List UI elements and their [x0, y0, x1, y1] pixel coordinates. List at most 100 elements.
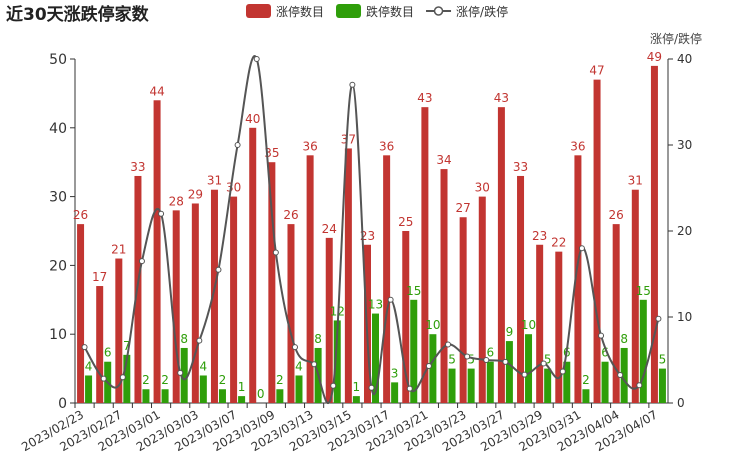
bar	[276, 389, 284, 403]
bar	[601, 361, 609, 403]
bar-value-label: 7	[123, 339, 131, 353]
bar-value-label: 26	[73, 208, 88, 222]
bar	[325, 237, 333, 403]
bar	[96, 286, 104, 403]
ratio-point	[100, 375, 107, 382]
bar	[544, 368, 552, 403]
bar	[172, 210, 180, 403]
bar	[593, 79, 601, 403]
bar	[161, 389, 169, 403]
bar	[448, 368, 456, 403]
bar	[372, 313, 379, 403]
bar	[582, 389, 590, 403]
bar	[620, 347, 628, 403]
bar	[650, 65, 658, 403]
ratio-point	[253, 56, 260, 62]
bar	[230, 196, 238, 403]
ratio-point	[445, 341, 452, 348]
legend-label: 涨停/跌停	[456, 4, 508, 19]
bar-value-label: 13	[368, 298, 383, 312]
bar-value-label: 2	[219, 373, 227, 387]
bar-value-label: 36	[379, 139, 394, 153]
bar	[612, 224, 620, 403]
y2-tick-label: 30	[677, 138, 692, 152]
y-tick-label: 40	[49, 121, 67, 137]
bar-value-label: 28	[169, 194, 184, 208]
bar	[440, 169, 448, 403]
legend-marker	[433, 6, 444, 16]
ratio-point	[655, 315, 662, 322]
bar	[486, 361, 494, 403]
bar-value-label: 33	[130, 160, 145, 174]
bar-value-label: 17	[92, 270, 107, 284]
bar-value-label: 8	[314, 332, 322, 346]
bar	[421, 107, 429, 403]
bar-value-label: 21	[111, 243, 126, 257]
bar-value-label: 2	[276, 373, 284, 387]
ratio-point	[330, 382, 337, 389]
bar-value-label: 24	[322, 222, 337, 236]
ratio-point	[464, 353, 471, 360]
bar-value-label: 25	[398, 215, 413, 229]
y-tick-label: 20	[49, 258, 67, 274]
bar-value-label: 9	[506, 325, 514, 339]
ratio-point	[502, 358, 509, 365]
bar	[123, 354, 131, 403]
ratio-point	[158, 210, 165, 217]
bar	[517, 175, 525, 403]
bar-value-label: 44	[149, 84, 164, 98]
bar-value-label: 2	[161, 373, 169, 387]
ratio-point	[119, 374, 126, 381]
ratio-point	[483, 357, 490, 363]
ratio-point	[617, 372, 624, 379]
bar	[429, 334, 437, 403]
bar	[153, 100, 161, 403]
bar-value-label: 8	[620, 332, 628, 346]
bar-value-label: 5	[659, 353, 667, 367]
bar	[410, 299, 418, 403]
ratio-point	[311, 361, 318, 368]
bar	[268, 162, 276, 403]
bar	[352, 396, 360, 403]
y-tick-label: 0	[58, 396, 67, 412]
bar-value-label: 5	[544, 353, 552, 367]
bar-value-label: 27	[456, 201, 471, 215]
bar-value-label: 29	[188, 187, 203, 201]
bar-value-label: 23	[532, 229, 547, 243]
ratio-point	[272, 249, 279, 256]
bar	[85, 375, 93, 403]
bar	[210, 189, 218, 403]
bar-value-label: 4	[295, 359, 303, 373]
bar	[574, 155, 582, 403]
bar	[536, 244, 544, 403]
bar	[77, 224, 85, 403]
ratio-point	[234, 142, 241, 148]
bar-value-label: 37	[341, 132, 356, 146]
bar	[238, 396, 246, 403]
bar-value-label: 43	[417, 91, 432, 105]
bar	[218, 389, 226, 403]
ratio-point	[425, 363, 432, 370]
bar-value-label: 12	[330, 304, 345, 318]
bar	[142, 389, 150, 403]
bar-value-label: 26	[283, 208, 298, 222]
bar-value-label: 30	[475, 181, 490, 195]
bar-value-label: 4	[85, 359, 93, 373]
bar	[191, 203, 199, 403]
legend-swatch	[336, 4, 362, 18]
bar-value-label: 31	[207, 174, 222, 188]
bar	[333, 320, 341, 403]
ratio-point	[349, 81, 356, 88]
ratio-point	[291, 344, 298, 351]
ratio-point	[138, 258, 145, 265]
bar	[478, 196, 486, 403]
bar-value-label: 30	[226, 181, 241, 195]
ratio-point	[387, 296, 394, 303]
ratio-point	[540, 360, 547, 367]
ratio-point	[521, 371, 528, 378]
bar-value-label: 6	[486, 346, 494, 360]
bar-value-label: 8	[180, 332, 188, 346]
bar	[631, 189, 639, 403]
bar	[402, 231, 410, 403]
bar	[287, 224, 295, 403]
